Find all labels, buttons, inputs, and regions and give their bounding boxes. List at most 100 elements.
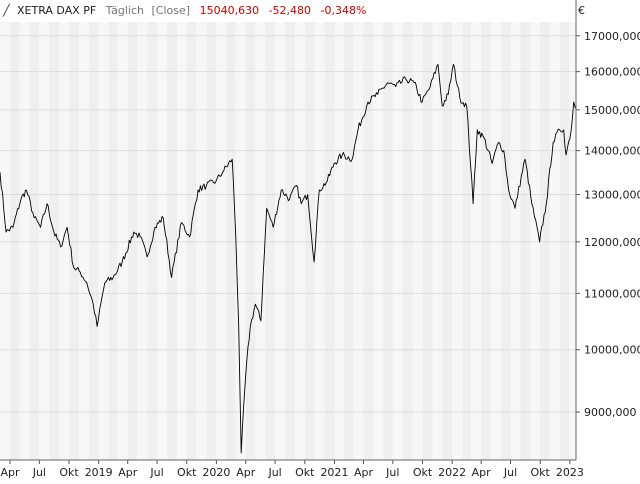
- month-band: [490, 22, 501, 460]
- month-band: [392, 22, 403, 460]
- x-axis-ticks: Apr Jul Okt 2019 Apr Jul Okt 2020 Apr Jul Okt 2021 A…: [0, 459, 584, 479]
- month-band: [481, 22, 491, 460]
- month-band: [422, 22, 433, 460]
- month-band: [98, 22, 109, 460]
- y-tick-label: 9000,000: [584, 406, 637, 419]
- instrument-name: XETRA DAX PF: [17, 4, 96, 17]
- month-band: [226, 22, 236, 460]
- month-band: [255, 22, 266, 460]
- grid-lines: [0, 35, 576, 413]
- month-band: [79, 22, 89, 460]
- y-tick-label: 12000,000: [584, 236, 640, 249]
- x-tick-label: Apr: [472, 466, 492, 479]
- month-band: [127, 22, 138, 460]
- month-band: [117, 22, 128, 460]
- currency-label: €: [578, 4, 585, 17]
- month-band: [363, 22, 374, 460]
- x-tick-label: Apr: [236, 466, 256, 479]
- month-band: [353, 22, 364, 460]
- x-tick-label: Apr: [354, 466, 374, 479]
- month-band: [295, 22, 305, 460]
- x-tick-label: Apr: [118, 466, 138, 479]
- month-band: [462, 22, 472, 460]
- month-band: [530, 22, 541, 460]
- month-band: [206, 22, 217, 460]
- month-band: [265, 22, 276, 460]
- month-band: [157, 22, 168, 460]
- y-axis-ticks: 9000,000 10000,000 11000,000 12000,000 13000…: [575, 0, 640, 460]
- month-band: [550, 22, 560, 460]
- month-band: [452, 22, 463, 460]
- x-tick-label: Okt: [59, 466, 79, 479]
- month-band: [569, 22, 576, 460]
- month-bands: [0, 22, 576, 460]
- x-tick-label: Jul: [503, 466, 517, 479]
- price-change: -52,480: [269, 4, 311, 17]
- y-tick-label: 16000,000: [584, 66, 640, 79]
- month-band: [39, 22, 50, 460]
- month-band: [167, 22, 178, 460]
- month-band: [69, 22, 80, 460]
- x-tick-label: Jul: [385, 466, 399, 479]
- price-line: [0, 63, 576, 454]
- month-band: [49, 22, 60, 460]
- month-band: [471, 22, 482, 460]
- x-tick-label: Apr: [0, 466, 20, 479]
- month-band: [324, 22, 335, 460]
- x-tick-label: Jul: [149, 466, 163, 479]
- month-band: [520, 22, 531, 460]
- month-band: [216, 22, 227, 460]
- x-tick-label: 2019: [85, 466, 113, 479]
- month-band: [432, 22, 443, 460]
- month-band: [442, 22, 453, 460]
- month-band: [29, 22, 40, 460]
- price-change-pct: -0,348%: [321, 4, 367, 17]
- chart-type-icon: ╱: [2, 3, 11, 17]
- x-tick-label: Okt: [177, 466, 197, 479]
- month-band: [373, 22, 384, 460]
- month-band: [402, 22, 413, 460]
- month-band: [510, 22, 521, 460]
- series-layer: [0, 63, 576, 454]
- month-band: [540, 22, 551, 460]
- month-band: [59, 22, 70, 460]
- chart-header: ╱ XETRA DAX PF Täglich [Close] 15040,630…: [2, 3, 585, 17]
- last-price: 15040,630: [200, 4, 260, 17]
- x-tick-label: Okt: [531, 466, 551, 479]
- month-band: [334, 22, 345, 460]
- x-tick-label: Jul: [267, 466, 281, 479]
- month-band: [500, 22, 511, 460]
- month-band: [196, 22, 207, 460]
- month-band: [88, 22, 99, 460]
- x-tick-label: Jul: [32, 466, 46, 479]
- price-type-label: [Close]: [152, 4, 191, 17]
- y-tick-label: 14000,000: [584, 145, 640, 158]
- month-band: [314, 22, 325, 460]
- month-band: [9, 22, 20, 460]
- x-tick-label: Okt: [413, 466, 433, 479]
- month-band: [245, 22, 256, 460]
- svg-text:XETRA DAX PF Täglich: XETRA DAX PF Täglich [Close] 15040,630 -…: [17, 4, 366, 17]
- x-tick-label: 2023: [556, 466, 584, 479]
- month-band: [344, 22, 354, 460]
- month-band: [412, 22, 423, 460]
- x-tick-label: 2021: [320, 466, 348, 479]
- month-band: [285, 22, 296, 460]
- month-band: [304, 22, 315, 460]
- y-tick-label: 10000,000: [584, 344, 640, 357]
- month-band: [235, 22, 246, 460]
- month-band: [108, 22, 118, 460]
- y-tick-label: 17000,000: [584, 30, 640, 43]
- interval-label: Täglich: [105, 4, 144, 17]
- month-band: [19, 22, 30, 460]
- month-band: [275, 22, 286, 460]
- y-tick-label: 15000,000: [584, 104, 640, 117]
- month-band: [177, 22, 187, 460]
- month-band: [0, 22, 10, 460]
- x-tick-label: Okt: [295, 466, 315, 479]
- month-band: [559, 22, 570, 460]
- y-tick-label: 13000,000: [584, 188, 640, 201]
- x-tick-label: 2022: [438, 466, 466, 479]
